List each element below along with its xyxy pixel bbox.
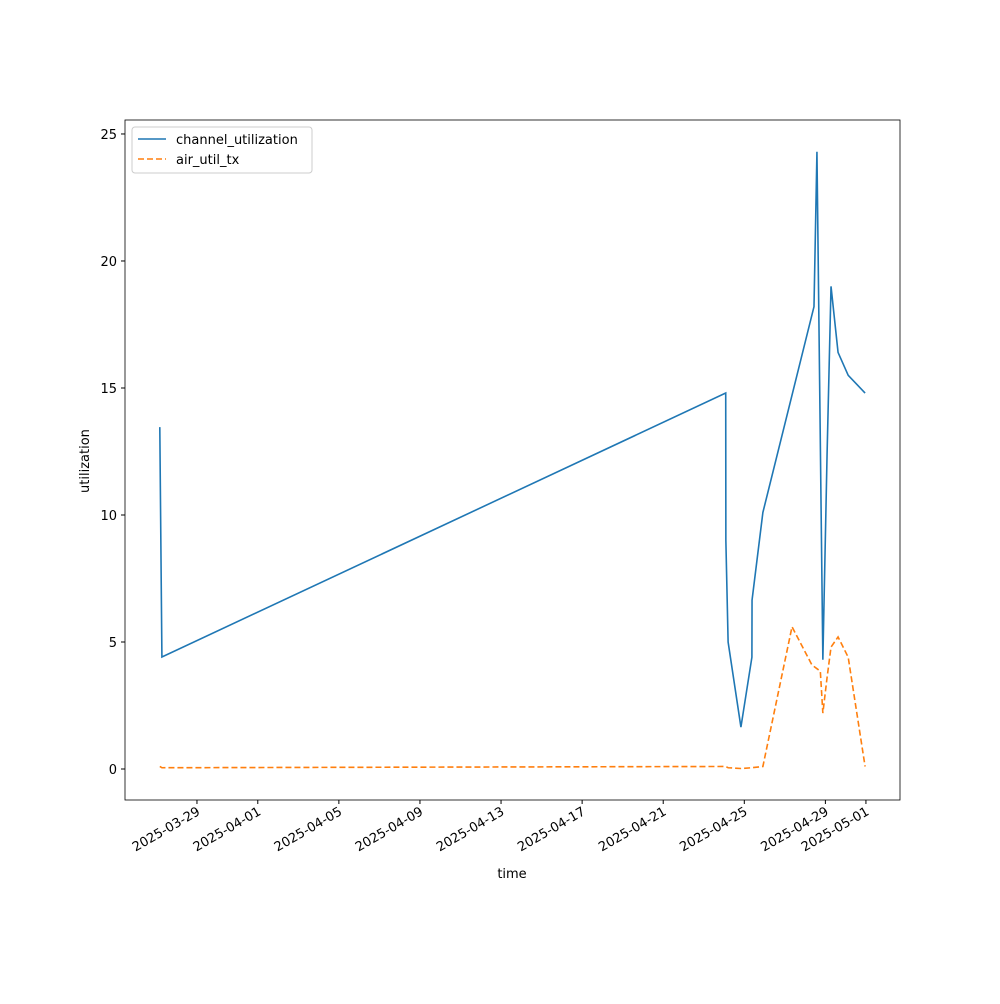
y-tick-label: 0 — [109, 763, 117, 778]
x-tick-label: 2025-04-13 — [434, 804, 507, 855]
x-tick-label: 2025-03-29 — [130, 804, 203, 855]
x-tick-label: 2025-04-17 — [515, 804, 588, 855]
line — [159, 624, 866, 770]
legend-box — [131, 126, 313, 174]
legend-label: channel_utilization — [176, 133, 298, 148]
x-tick-label: 2025-04-21 — [596, 804, 669, 855]
x-axis-label: time — [497, 867, 526, 882]
legend-label: air_util_tx — [176, 153, 240, 168]
y-tick-label: 5 — [109, 636, 117, 651]
line — [158, 151, 866, 728]
y-tick-label: 15 — [100, 382, 117, 397]
y-tick-label: 10 — [100, 509, 117, 524]
plot-frame — [124, 119, 901, 801]
x-tick-label: 2025-04-01 — [191, 804, 264, 855]
y-tick-label: 25 — [100, 128, 117, 143]
legend: channel_utilization air_util_tx — [131, 126, 313, 174]
y-tick-label: 20 — [100, 255, 117, 270]
x-tick-label: 2025-04-05 — [272, 804, 345, 855]
y-axis-label: utilization — [78, 429, 93, 493]
x-tick-label: 2025-04-09 — [353, 804, 426, 855]
x-tick-label: 2025-04-25 — [677, 804, 750, 855]
